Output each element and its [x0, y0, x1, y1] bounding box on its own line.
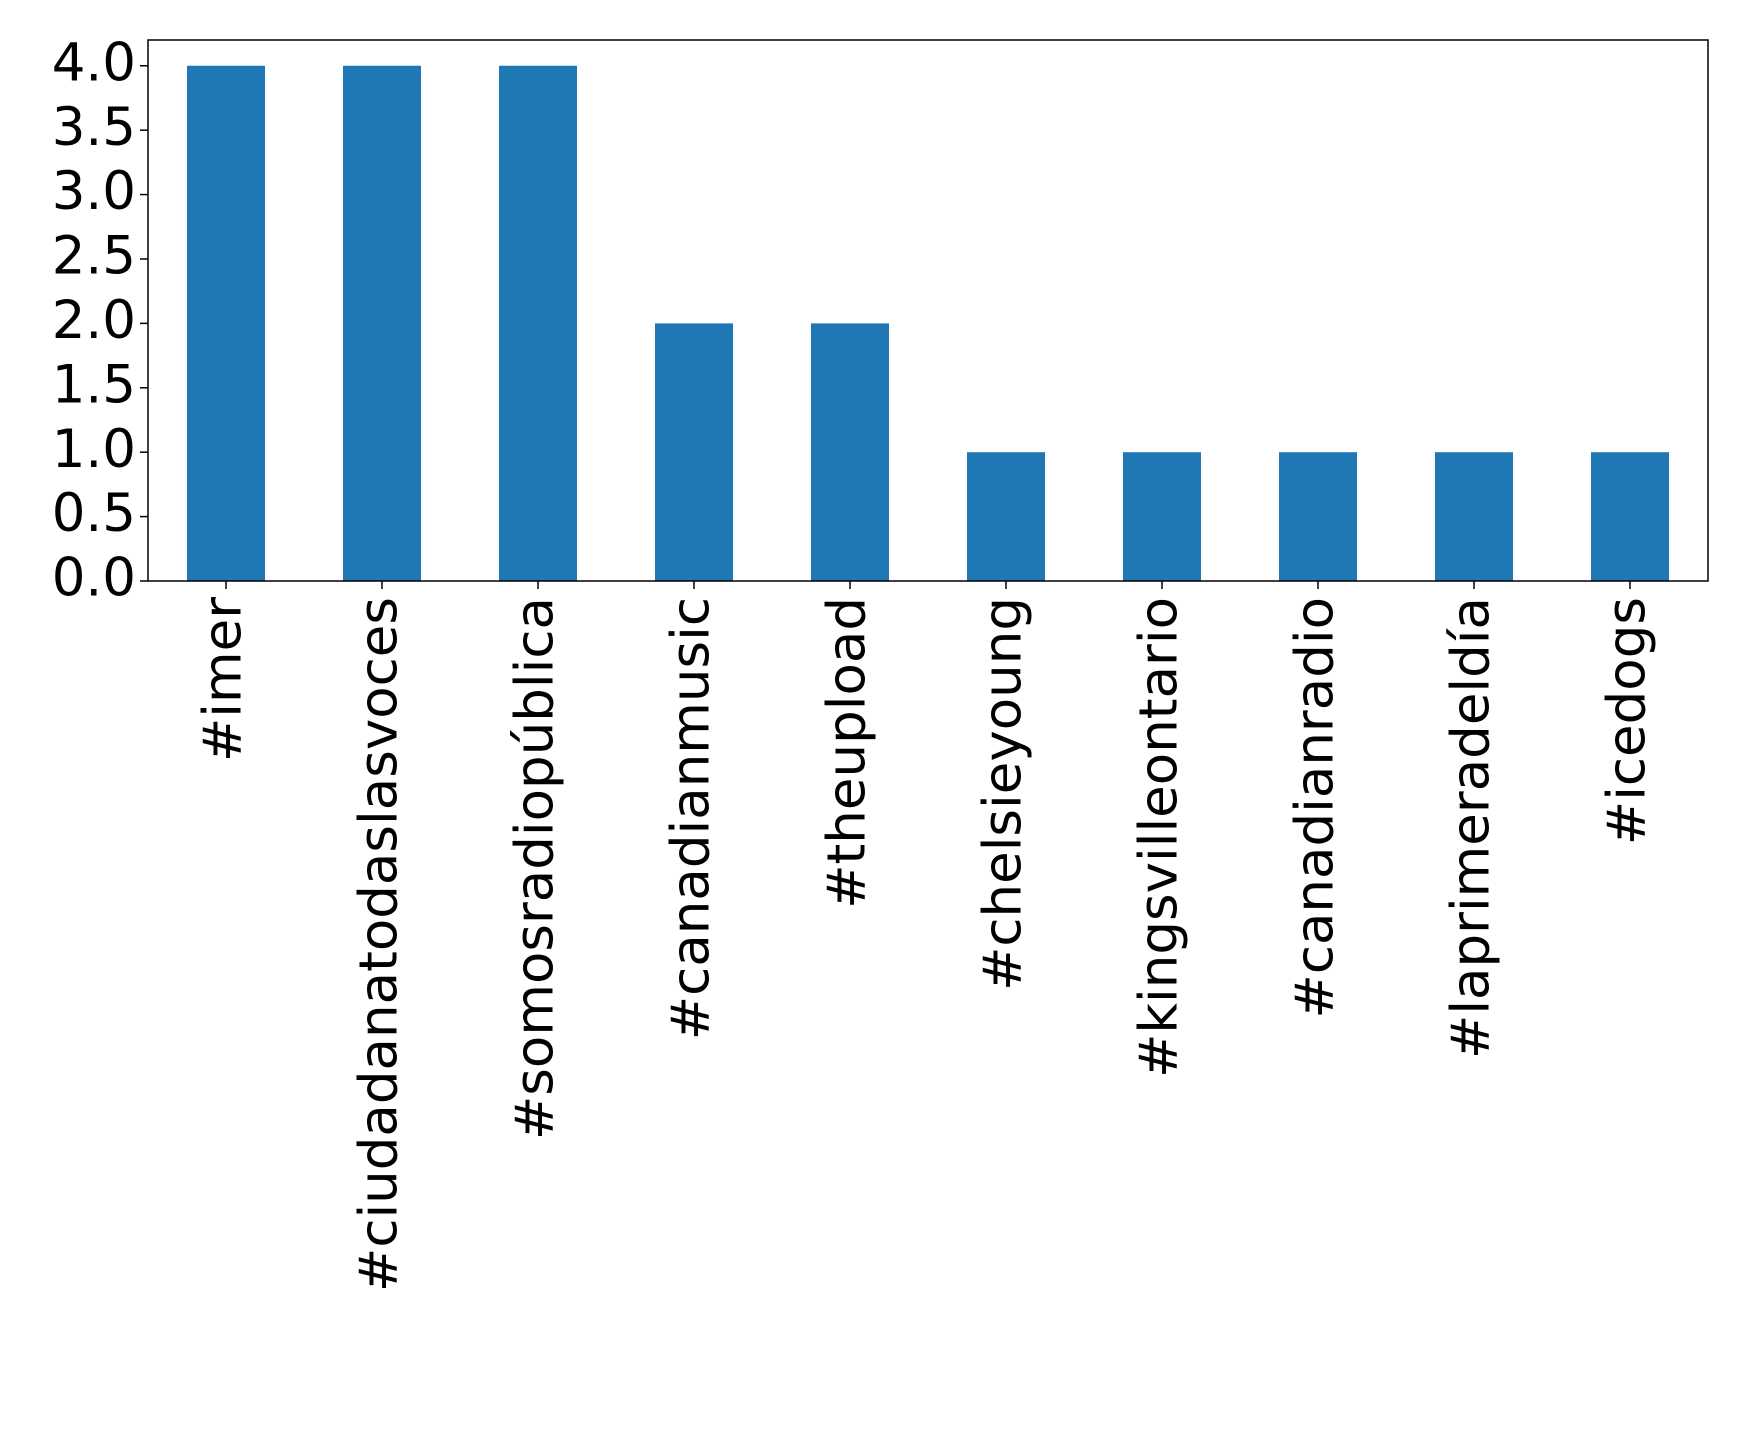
- x-tick-label: #chelsieyoung: [973, 597, 1034, 991]
- x-tick-label: #canadianmusic: [661, 597, 722, 1040]
- x-tick-label: #somosradiopública: [505, 597, 566, 1140]
- bar: [1279, 452, 1357, 581]
- y-tick-label: 3.5: [52, 97, 136, 158]
- y-tick-label: 3.0: [52, 161, 136, 222]
- bar: [967, 452, 1045, 581]
- y-tick-label: 2.0: [52, 290, 136, 351]
- x-tick-label: #canadianradio: [1285, 597, 1346, 1019]
- y-tick-label: 1.5: [52, 354, 136, 415]
- y-tick-label: 4.0: [52, 32, 136, 93]
- x-tick-label: #imer: [193, 597, 254, 762]
- y-tick-label: 0.5: [52, 483, 136, 544]
- x-tick-label: #laprimeradeldía: [1441, 597, 1502, 1059]
- bar: [499, 65, 577, 581]
- bar: [1123, 452, 1201, 581]
- x-tick-label: #ciudadanatodaslasvoces: [349, 597, 410, 1292]
- bar: [1435, 452, 1513, 581]
- bar: [187, 65, 265, 581]
- plot-frame: [147, 39, 1709, 582]
- bar: [1591, 452, 1669, 581]
- y-tick-label: 1.0: [52, 419, 136, 480]
- y-tick-label: 0.0: [52, 548, 136, 609]
- bar: [655, 323, 733, 581]
- x-tick-label: #icedogs: [1597, 597, 1658, 845]
- bar: [811, 323, 889, 581]
- y-tick-label: 2.5: [52, 226, 136, 287]
- x-tick-label: #theupload: [817, 597, 878, 909]
- bar: [343, 65, 421, 581]
- x-tick-label: #kingsvilleontario: [1129, 597, 1190, 1078]
